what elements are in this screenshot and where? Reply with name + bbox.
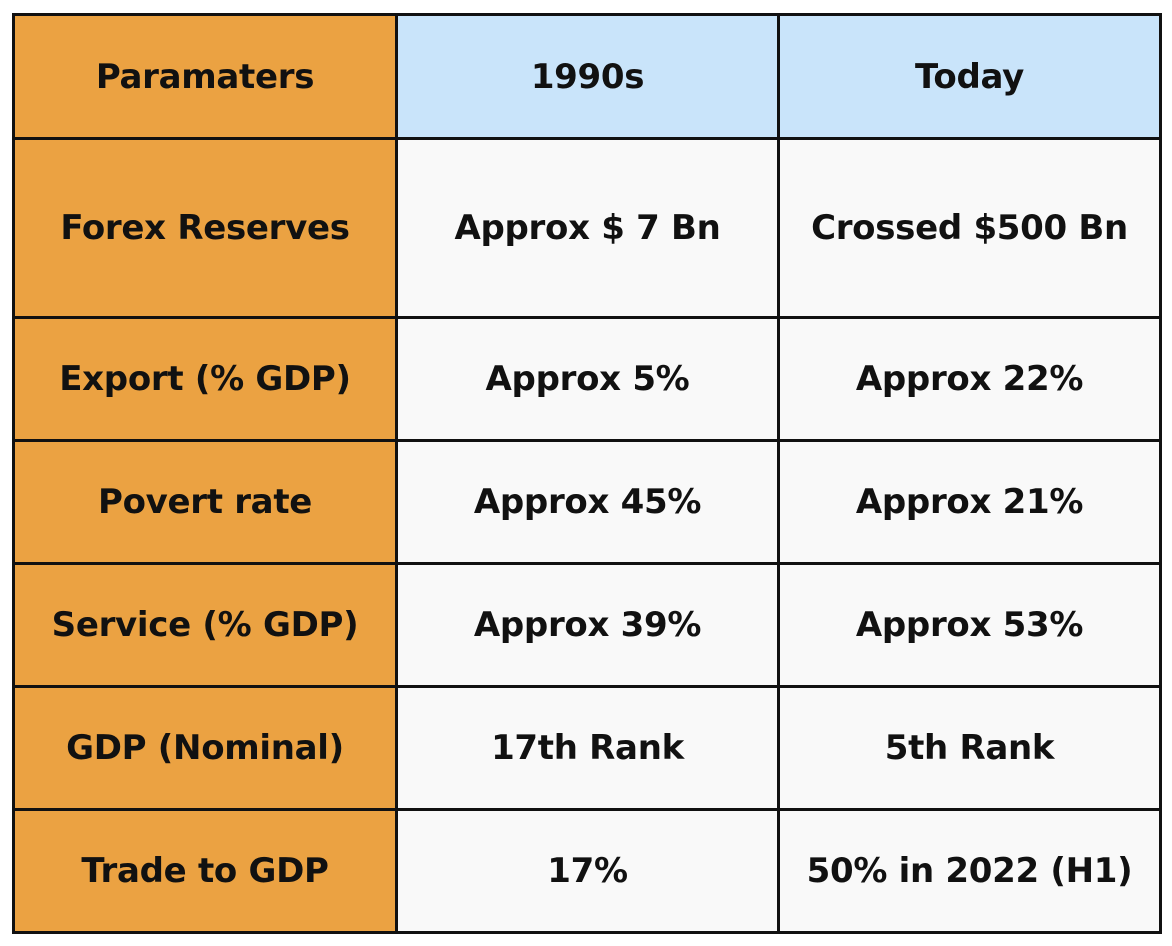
row-today-value: 50% in 2022 (H1)	[777, 808, 1162, 934]
row-1990s-value: 17th Rank	[395, 685, 780, 811]
row-1990s-value: Approx 39%	[395, 562, 780, 688]
comparison-table-container: Paramaters 1990s Today Forex Reserves Ap…	[12, 13, 1162, 934]
row-today-value: Approx 21%	[777, 439, 1162, 565]
table-row: Forex Reserves Approx $ 7 Bn Crossed $50…	[12, 137, 1162, 319]
comparison-table: Paramaters 1990s Today Forex Reserves Ap…	[12, 13, 1162, 934]
row-parameter-label: Service (% GDP)	[12, 562, 398, 688]
row-today-value: Crossed $500 Bn	[777, 137, 1162, 319]
row-1990s-value: 17%	[395, 808, 780, 934]
row-parameter-label: Trade to GDP	[12, 808, 398, 934]
row-today-value: 5th Rank	[777, 685, 1162, 811]
header-parameters: Paramaters	[12, 13, 398, 140]
table-row: Export (% GDP) Approx 5% Approx 22%	[12, 316, 1162, 442]
table-row: Service (% GDP) Approx 39% Approx 53%	[12, 562, 1162, 688]
row-parameter-label: Forex Reserves	[12, 137, 398, 319]
row-parameter-label: Povert rate	[12, 439, 398, 565]
row-today-value: Approx 53%	[777, 562, 1162, 688]
table-header-row: Paramaters 1990s Today	[12, 13, 1162, 140]
row-parameter-label: Export (% GDP)	[12, 316, 398, 442]
table-row: Trade to GDP 17% 50% in 2022 (H1)	[12, 808, 1162, 934]
table-row: GDP (Nominal) 17th Rank 5th Rank	[12, 685, 1162, 811]
header-1990s: 1990s	[395, 13, 780, 140]
row-today-value: Approx 22%	[777, 316, 1162, 442]
row-1990s-value: Approx 5%	[395, 316, 780, 442]
row-1990s-value: Approx $ 7 Bn	[395, 137, 780, 319]
table-row: Povert rate Approx 45% Approx 21%	[12, 439, 1162, 565]
row-parameter-label: GDP (Nominal)	[12, 685, 398, 811]
header-today: Today	[777, 13, 1162, 140]
row-1990s-value: Approx 45%	[395, 439, 780, 565]
